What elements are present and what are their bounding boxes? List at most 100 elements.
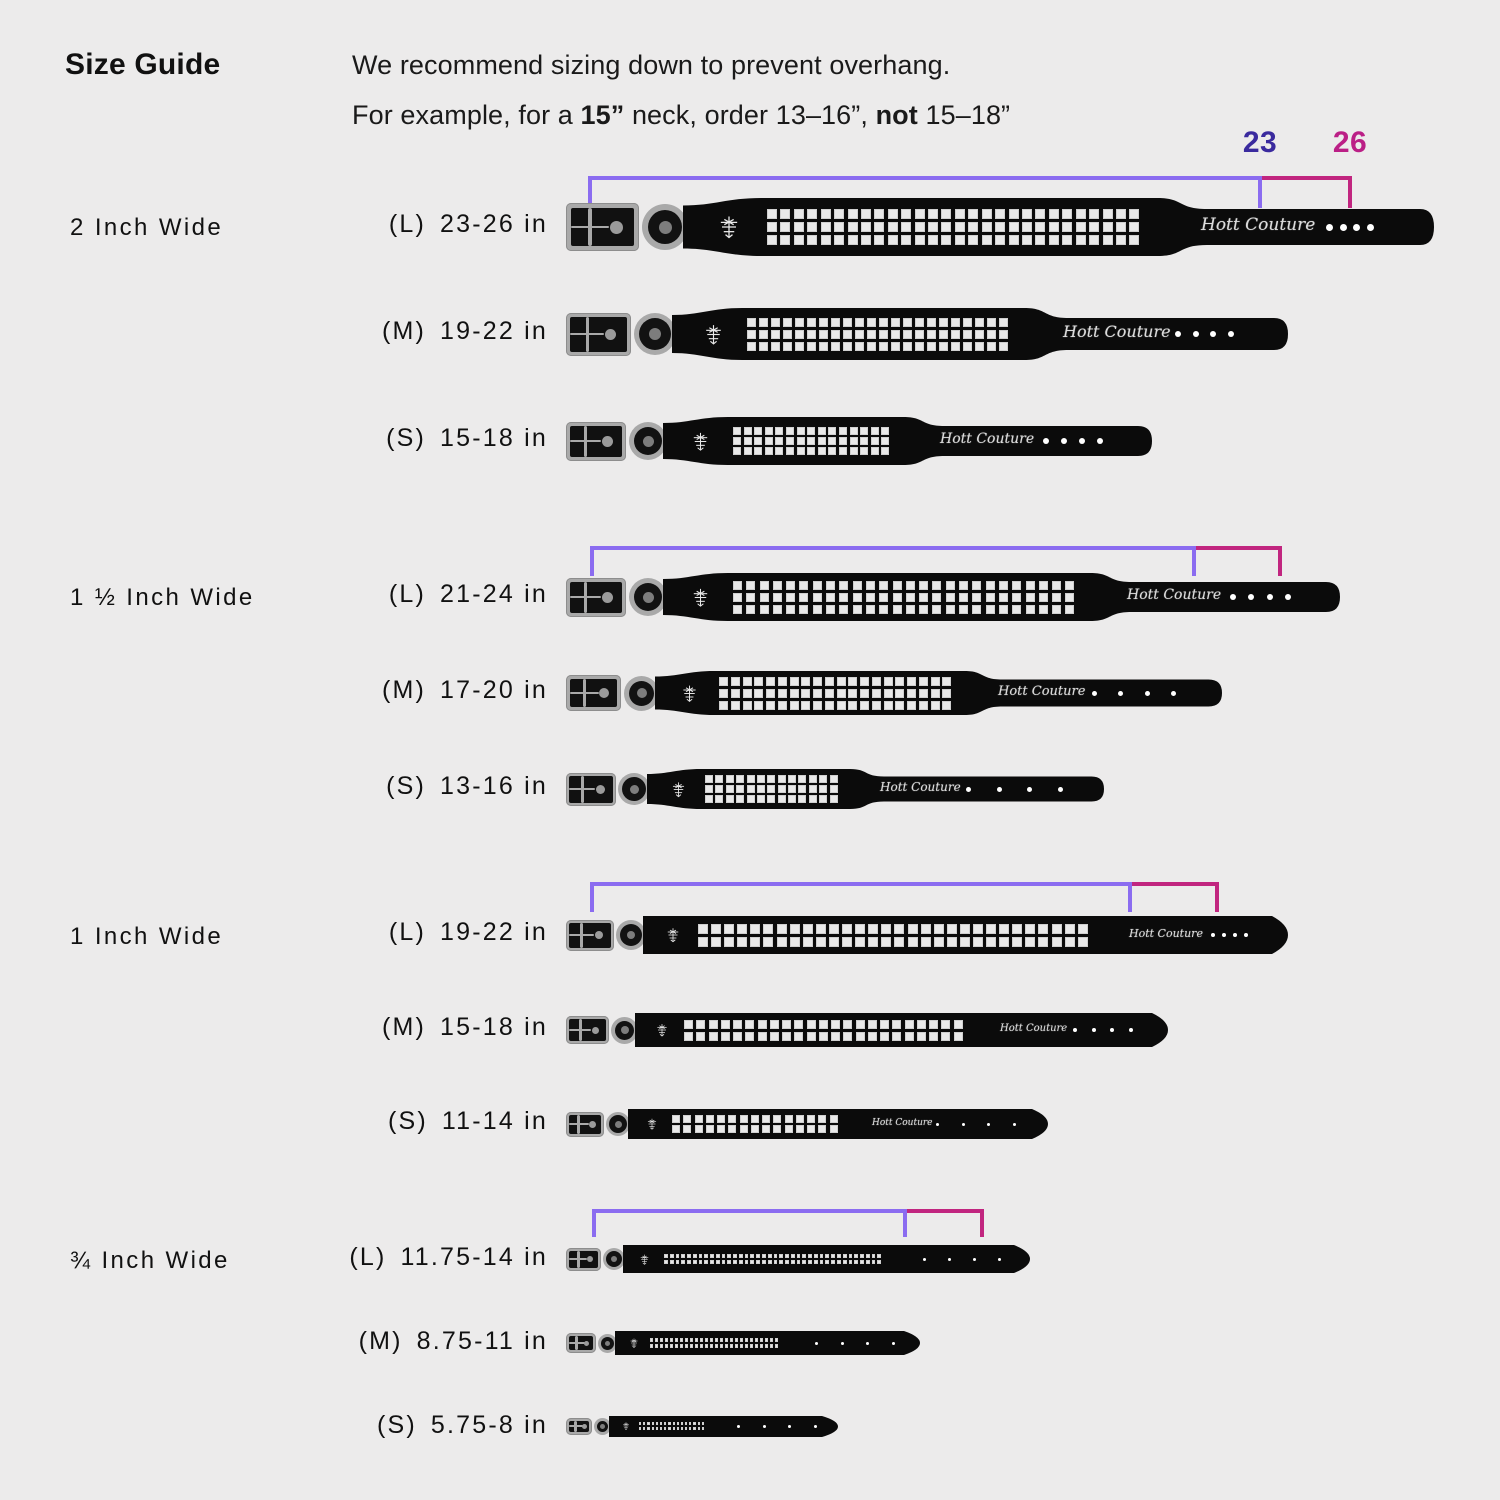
- stud: [704, 1260, 709, 1264]
- stud: [817, 427, 826, 435]
- stud: [664, 1260, 668, 1264]
- stud: [776, 923, 787, 934]
- stud: [719, 676, 728, 686]
- bracket-purple-horizontal: [590, 546, 1196, 550]
- stud-row: [733, 580, 1079, 590]
- stud: [668, 1427, 671, 1430]
- stud: [746, 580, 756, 590]
- size-code: (S): [376, 1411, 417, 1439]
- stud: [865, 1254, 870, 1258]
- stud: [733, 1019, 742, 1029]
- stud: [941, 235, 952, 245]
- stud: [750, 1125, 759, 1133]
- stud: [760, 1344, 763, 1348]
- stud: [824, 688, 834, 698]
- bracket-magenta-right-tick: [1278, 546, 1282, 576]
- stud: [742, 700, 752, 710]
- stud: [676, 1427, 679, 1430]
- stud: [762, 1254, 766, 1258]
- stud: [941, 1031, 951, 1041]
- belt-hole: [892, 1341, 895, 1345]
- belt-hole: [1248, 594, 1255, 600]
- stud: [660, 1338, 663, 1342]
- brand-script-logo: Hott Couture: [1000, 1022, 1068, 1034]
- stud: [836, 1260, 841, 1264]
- belt-hole: [1118, 690, 1124, 696]
- stud: [711, 923, 722, 934]
- stud: [839, 592, 849, 602]
- stud: [794, 1031, 804, 1041]
- stud: [746, 592, 756, 602]
- belt-hole: [1230, 594, 1236, 600]
- stud: [834, 209, 845, 219]
- bracket-label-min: 23: [1242, 126, 1278, 159]
- stud: [795, 1125, 804, 1133]
- stud-row: [733, 604, 1079, 614]
- stud: [891, 329, 900, 339]
- stud: [683, 1125, 692, 1133]
- stud: [710, 1338, 713, 1342]
- stud: [1075, 235, 1086, 245]
- belt-buckle: [566, 577, 626, 617]
- buckle-stud: [588, 1120, 596, 1128]
- stud: [696, 1031, 706, 1041]
- stud: [775, 447, 784, 455]
- stud: [860, 447, 869, 455]
- stud: [1008, 235, 1019, 245]
- stud: [796, 437, 805, 445]
- stud: [782, 1019, 791, 1029]
- stud: [1022, 209, 1033, 219]
- stud: [790, 1260, 795, 1264]
- stud: [757, 1019, 767, 1029]
- belt-hole: [866, 1341, 870, 1345]
- stud: [860, 1254, 864, 1258]
- stud: [754, 676, 764, 686]
- stud: [788, 795, 796, 803]
- stud: [812, 604, 822, 614]
- stud: [665, 1338, 668, 1342]
- stud: [871, 1254, 876, 1258]
- stud: [907, 923, 918, 934]
- size-range: 13-16 in: [440, 772, 548, 800]
- stud: [883, 688, 893, 698]
- stud: [825, 1260, 830, 1264]
- belt-hole: [1192, 331, 1199, 337]
- stud: [927, 341, 936, 351]
- stud: [777, 785, 786, 793]
- stud: [954, 209, 965, 219]
- stud: [1025, 923, 1036, 934]
- stud: [802, 923, 813, 934]
- stud: [705, 775, 713, 783]
- stud: [959, 604, 969, 614]
- buckle-center-bar: [580, 922, 584, 948]
- stud: [762, 1260, 766, 1264]
- stud: [807, 1115, 816, 1123]
- stud: [959, 592, 969, 602]
- stud: [981, 209, 992, 219]
- stud: [879, 341, 888, 351]
- recommendation-line-2: For example, for a 15” neck, order 13–16…: [352, 100, 1010, 131]
- stud: [870, 437, 879, 445]
- stud: [855, 923, 866, 934]
- stud: [785, 447, 794, 455]
- stud: [819, 775, 828, 783]
- stud: [788, 775, 796, 783]
- page-title: Size Guide: [65, 48, 221, 81]
- stud: [725, 1344, 728, 1348]
- stud: [918, 700, 928, 710]
- stud: [918, 676, 928, 686]
- stud: [892, 592, 902, 602]
- stud: [901, 235, 912, 245]
- belt-keeper-loop: [611, 1016, 638, 1044]
- stud: [818, 1031, 828, 1041]
- stud: [759, 604, 769, 614]
- stud: [721, 1254, 726, 1258]
- stud-row: [684, 1019, 966, 1029]
- recommend-not-emphasis: not: [875, 100, 918, 130]
- stud-row: [705, 775, 840, 783]
- stud: [929, 1031, 938, 1041]
- stud: [920, 923, 931, 934]
- keeper-center-dot: [620, 1026, 629, 1034]
- belt-hole: [1027, 786, 1033, 792]
- stud: [813, 700, 822, 710]
